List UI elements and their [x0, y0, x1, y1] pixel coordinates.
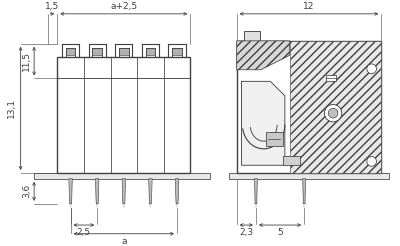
Text: a: a — [121, 237, 126, 246]
Bar — [244, 31, 260, 41]
Polygon shape — [149, 179, 152, 204]
Text: 2,5: 2,5 — [77, 228, 91, 237]
Text: a+2,5: a+2,5 — [110, 2, 137, 11]
Bar — [326, 75, 336, 81]
Polygon shape — [237, 41, 290, 70]
Polygon shape — [254, 179, 257, 204]
Polygon shape — [69, 179, 72, 204]
Polygon shape — [96, 179, 99, 204]
Text: 11,5: 11,5 — [22, 51, 31, 71]
Text: 13,1: 13,1 — [8, 98, 16, 118]
Circle shape — [367, 156, 376, 166]
Circle shape — [367, 64, 376, 74]
Polygon shape — [172, 47, 182, 55]
Bar — [229, 173, 389, 179]
Bar — [283, 156, 300, 165]
Polygon shape — [92, 47, 102, 55]
Text: 12: 12 — [303, 2, 315, 11]
Circle shape — [328, 108, 338, 118]
Bar — [266, 132, 283, 146]
Polygon shape — [175, 179, 179, 204]
Text: 5: 5 — [277, 228, 283, 237]
Bar — [237, 41, 381, 173]
Circle shape — [324, 105, 342, 122]
Polygon shape — [242, 81, 285, 165]
Text: 2,3: 2,3 — [239, 228, 253, 237]
Text: 1,5: 1,5 — [45, 2, 60, 11]
Polygon shape — [303, 179, 306, 204]
Polygon shape — [119, 47, 129, 55]
Polygon shape — [66, 47, 76, 55]
Bar — [57, 57, 190, 173]
Bar — [290, 41, 381, 173]
Bar — [34, 173, 210, 179]
Polygon shape — [122, 179, 126, 204]
Text: 3,6: 3,6 — [22, 184, 31, 199]
Polygon shape — [146, 47, 155, 55]
